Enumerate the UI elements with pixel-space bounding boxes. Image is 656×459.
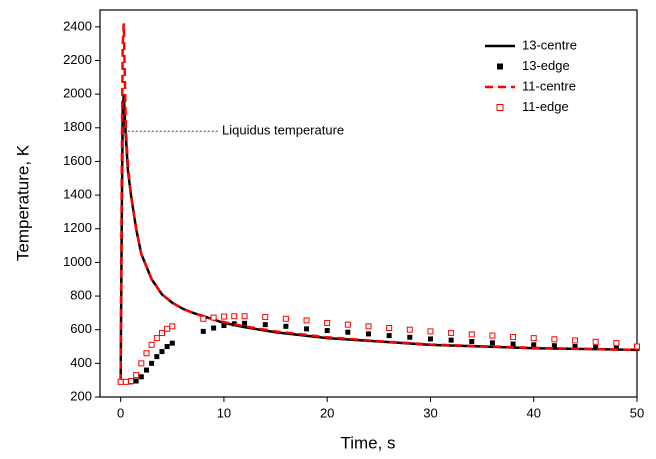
series-marker (220, 313, 227, 320)
y-tick-label: 1600 (63, 153, 92, 168)
series-marker (448, 330, 455, 337)
series-marker (366, 331, 371, 337)
series-marker (489, 332, 496, 339)
series-marker (468, 331, 475, 338)
series-marker (613, 340, 620, 347)
legend-label: 13-edge (522, 58, 570, 73)
series-marker (241, 313, 248, 320)
series-marker (469, 338, 475, 344)
series-marker (427, 336, 433, 342)
series-marker (572, 337, 579, 344)
series-marker (143, 350, 150, 357)
legend-label: 11-edge (522, 99, 569, 114)
series-marker (344, 321, 351, 328)
series-marker (324, 319, 331, 326)
series-marker (386, 333, 392, 339)
series-marker (149, 360, 155, 366)
series-marker (345, 329, 351, 335)
series-marker (231, 321, 237, 327)
legend-swatch (496, 104, 504, 111)
x-tick-label: 0 (117, 405, 124, 420)
y-tick-label: 1400 (63, 187, 92, 202)
series-marker (282, 315, 289, 322)
x-tick-label: 50 (630, 405, 644, 420)
series-marker (133, 372, 140, 379)
x-tick-label: 10 (217, 405, 231, 420)
series-marker (489, 340, 495, 346)
plot-frame (99, 9, 638, 398)
series-marker (154, 354, 160, 360)
y-tick-label: 1800 (63, 119, 92, 134)
series-marker (231, 313, 238, 320)
y-tick-label: 1200 (63, 220, 92, 235)
legend-label: 13-centre (522, 37, 577, 52)
annotation-label: Liquidus temperature (222, 123, 344, 138)
series-marker (133, 378, 139, 384)
series-marker (143, 367, 149, 373)
legend-swatch (497, 63, 503, 70)
x-tick-label: 40 (526, 405, 540, 420)
series-marker (169, 340, 175, 346)
series-marker (386, 325, 393, 332)
series-marker (117, 378, 124, 385)
series-marker (448, 337, 454, 343)
series-marker (592, 338, 599, 345)
series-marker (510, 333, 517, 340)
series-line (119, 94, 638, 382)
series-marker (551, 343, 557, 349)
series-marker (148, 341, 155, 348)
y-axis-title: Temperature, K (13, 144, 32, 261)
series-marker (138, 374, 144, 380)
series-marker (210, 314, 217, 321)
y-tick-label: 2000 (63, 86, 92, 101)
series-marker (510, 341, 516, 347)
y-tick-label: 1000 (63, 254, 92, 269)
series-marker (634, 343, 640, 350)
series-marker (164, 344, 170, 350)
x-tick-label: 20 (320, 405, 334, 420)
series-line (119, 23, 638, 382)
series-marker (127, 378, 134, 385)
series-marker (572, 344, 578, 350)
x-axis-title: Time, s (340, 433, 395, 452)
legend-label: 11-centre (522, 78, 576, 93)
series-marker (158, 330, 165, 337)
series-marker (221, 322, 227, 328)
series-marker (200, 315, 207, 322)
series-marker (304, 326, 310, 332)
series-marker (324, 328, 330, 334)
series-marker (427, 328, 434, 335)
series-marker (406, 326, 413, 333)
series-marker (531, 342, 537, 348)
y-tick-label: 400 (70, 355, 92, 370)
series-marker (283, 323, 289, 329)
series-marker (530, 335, 537, 342)
series-marker (593, 344, 599, 350)
series-marker (164, 325, 171, 332)
series-marker (200, 328, 206, 334)
series-marker (407, 334, 413, 340)
y-tick-label: 800 (70, 287, 92, 302)
series-marker (365, 323, 372, 330)
x-tick-label: 30 (423, 405, 437, 420)
series-marker (242, 320, 248, 326)
series-marker (159, 349, 165, 355)
y-tick-label: 2200 (63, 52, 92, 67)
y-tick-label: 2400 (63, 18, 92, 33)
y-tick-label: 200 (70, 388, 92, 403)
series-marker (551, 336, 558, 343)
series-marker (169, 323, 176, 330)
series-marker (303, 317, 310, 324)
series-marker (262, 322, 268, 328)
y-tick-label: 600 (70, 321, 92, 336)
series-marker (211, 325, 217, 331)
series-marker (262, 314, 269, 321)
series-marker (122, 378, 129, 385)
series-marker (613, 345, 619, 351)
series-marker (153, 335, 160, 342)
series-marker (138, 360, 145, 367)
